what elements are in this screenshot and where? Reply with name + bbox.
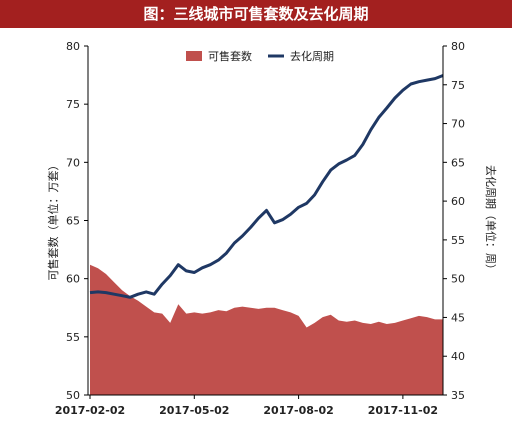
x-tick-label: 2017-05-02 xyxy=(159,404,229,417)
right-tick-label: 65 xyxy=(451,156,465,169)
left-tick-label: 60 xyxy=(66,273,80,286)
right-tick-label: 80 xyxy=(451,40,465,53)
x-axis-ticks: 2017-02-02 2017-05-02 2017-08-02 2017-11-02 xyxy=(55,395,438,417)
left-axis-ticks: 50 55 60 65 70 75 80 xyxy=(66,40,88,402)
area-series-layer xyxy=(90,264,443,395)
legend: 可售套数 去化周期 xyxy=(186,49,334,63)
right-axis-title: 去化周期（单位：周） xyxy=(484,165,498,275)
x-tick-label: 2017-08-02 xyxy=(263,404,333,417)
left-tick-label: 75 xyxy=(66,98,80,111)
left-axis-title: 可售套数（单位：万套） xyxy=(46,160,60,281)
right-tick-label: 60 xyxy=(451,195,465,208)
x-tick-label: 2017-11-02 xyxy=(368,404,438,417)
right-tick-label: 40 xyxy=(451,350,465,363)
left-tick-label: 70 xyxy=(66,156,80,169)
area-series-saleable-units xyxy=(90,264,443,395)
left-tick-label: 55 xyxy=(66,331,80,344)
chart-title: 图：三线城市可售套数及去化周期 xyxy=(0,0,512,28)
line-series-layer xyxy=(89,74,444,299)
left-tick-label: 50 xyxy=(66,389,80,402)
left-tick-label: 65 xyxy=(66,215,80,228)
left-tick-label: 80 xyxy=(66,40,80,53)
legend-label-line: 去化周期 xyxy=(290,49,334,63)
line-series-destock-cycle xyxy=(89,74,444,299)
right-tick-label: 50 xyxy=(451,273,465,286)
legend-label-area: 可售套数 xyxy=(208,49,252,63)
legend-swatch-area xyxy=(186,51,202,61)
right-tick-label: 35 xyxy=(451,389,465,402)
right-tick-label: 45 xyxy=(451,311,465,324)
x-tick-label: 2017-02-02 xyxy=(55,404,125,417)
right-tick-label: 55 xyxy=(451,234,465,247)
right-axis-ticks: 35 40 45 50 55 60 65 70 75 80 xyxy=(443,40,465,402)
right-tick-label: 75 xyxy=(451,79,465,92)
right-tick-label: 70 xyxy=(451,118,465,131)
